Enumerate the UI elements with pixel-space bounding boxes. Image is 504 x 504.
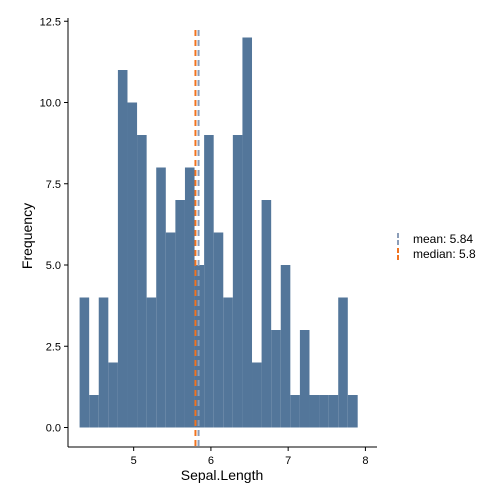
histogram-bar bbox=[156, 167, 166, 428]
histogram-bar bbox=[184, 167, 195, 428]
x-tick-label: 5 bbox=[131, 455, 137, 467]
histogram-bar bbox=[165, 232, 176, 428]
y-ticks: 0.0 2.5 5.0 7.5 10.0 12.5 bbox=[40, 16, 68, 435]
histogram-bar bbox=[309, 395, 320, 428]
histogram-bar bbox=[280, 265, 291, 428]
histogram-bar bbox=[347, 395, 358, 428]
histogram-bar bbox=[242, 37, 253, 428]
y-tick-label: 0.0 bbox=[46, 423, 61, 435]
histogram-bar bbox=[137, 135, 147, 428]
histogram-bar bbox=[117, 70, 128, 428]
histogram-bar bbox=[223, 297, 233, 428]
y-tick-label: 12.5 bbox=[40, 16, 61, 28]
histogram-bar bbox=[204, 135, 214, 428]
histogram-bar bbox=[194, 265, 205, 428]
legend-label-median: median: 5.8 bbox=[413, 247, 476, 261]
y-tick-label: 5.0 bbox=[46, 260, 61, 272]
x-ticks: 5 6 7 8 bbox=[131, 447, 368, 467]
x-axis-title: Sepal.Length bbox=[181, 467, 264, 483]
histogram-bar bbox=[146, 297, 157, 428]
histogram-bar bbox=[175, 200, 185, 428]
histogram-bar bbox=[213, 232, 224, 428]
x-tick-label: 7 bbox=[285, 455, 291, 467]
histogram-bar bbox=[108, 362, 118, 428]
histogram-bar bbox=[79, 297, 90, 428]
histogram-bar bbox=[232, 135, 243, 428]
histogram-bar bbox=[252, 362, 262, 428]
y-tick-label: 10.0 bbox=[40, 98, 61, 110]
histogram-bar bbox=[319, 395, 329, 428]
histogram-bar bbox=[271, 330, 281, 428]
histogram-bar bbox=[328, 395, 339, 428]
x-tick-label: 6 bbox=[208, 455, 214, 467]
legend-label-mean: mean: 5.84 bbox=[413, 232, 473, 246]
axes bbox=[67, 18, 377, 448]
histogram-bar bbox=[89, 395, 99, 428]
y-tick-label: 2.5 bbox=[46, 341, 61, 353]
y-tick-label: 7.5 bbox=[46, 179, 61, 191]
histogram-bar bbox=[98, 297, 109, 428]
histogram-bars bbox=[79, 37, 358, 428]
y-axis-title: Frequency bbox=[19, 203, 35, 269]
histogram-bar bbox=[290, 395, 300, 428]
histogram-bar bbox=[338, 297, 348, 428]
histogram-bar bbox=[127, 102, 138, 428]
histogram-bar bbox=[261, 200, 272, 428]
histogram-bar bbox=[299, 330, 310, 428]
x-tick-label: 8 bbox=[362, 455, 368, 467]
